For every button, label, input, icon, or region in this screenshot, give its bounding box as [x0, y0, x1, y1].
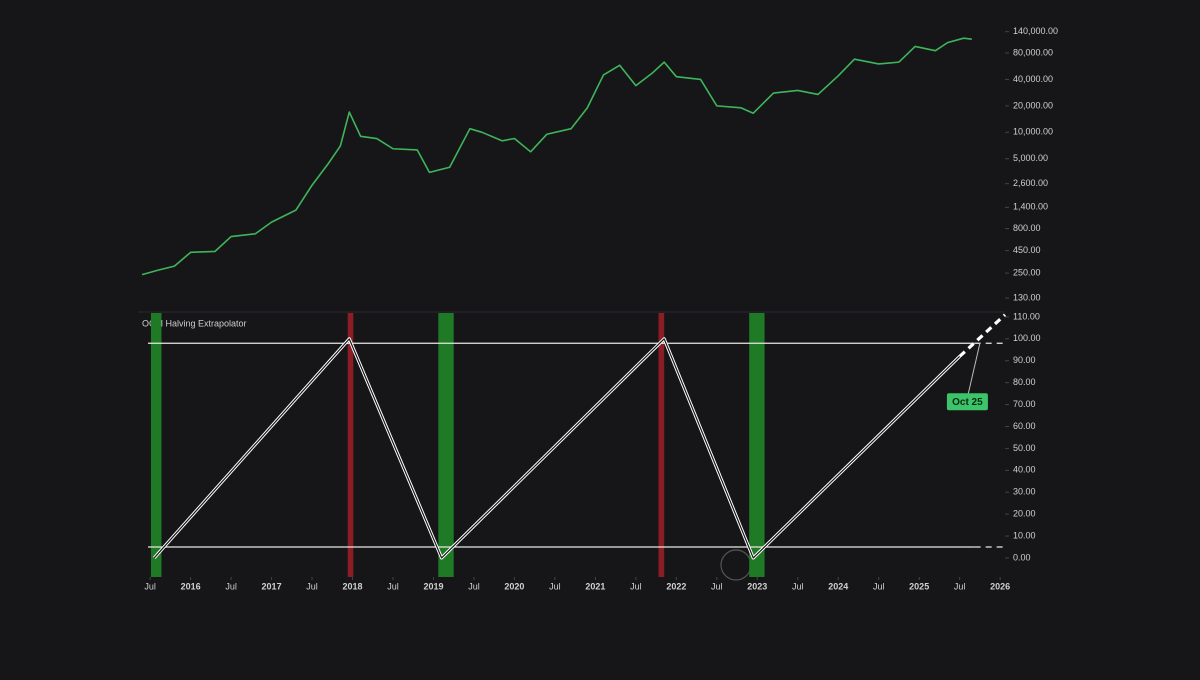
halving-band — [347, 313, 354, 577]
y-tick-label: 80,000.00 — [1013, 47, 1053, 57]
x-tick-label: 2019 — [423, 581, 443, 591]
x-tick-label: 2021 — [585, 581, 605, 591]
x-tick-label: 2016 — [181, 581, 201, 591]
x-tick-label: Jul — [873, 581, 885, 591]
y-tick-label: 250.00 — [1013, 267, 1041, 277]
annotation-arrow — [967, 343, 981, 396]
halving-band — [749, 313, 765, 577]
y-tick-label: 50.00 — [1013, 443, 1036, 453]
annotation-box — [946, 393, 988, 411]
x-tick-label: Jul — [306, 581, 318, 591]
y-tick-label: 20.00 — [1013, 508, 1036, 518]
y-tick-label: 10,000.00 — [1013, 127, 1053, 137]
x-tick-label: Jul — [954, 581, 966, 591]
y-tick-label: 2,600.00 — [1013, 178, 1048, 188]
oscillator-line-core — [153, 338, 961, 559]
x-tick-label: 2020 — [504, 581, 524, 591]
price-line — [141, 37, 972, 276]
y-tick-label: 10.00 — [1013, 530, 1036, 540]
y-tick-label: 60.00 — [1013, 421, 1036, 431]
y-tick-label: 800.00 — [1013, 223, 1041, 233]
oscillator-line — [958, 313, 1007, 358]
x-tick-label: 2024 — [828, 581, 848, 591]
x-tick-label: Jul — [549, 581, 561, 591]
x-tick-label: 2026 — [990, 581, 1010, 591]
panel-title: OCM Halving Extrapolator — [142, 318, 247, 328]
x-tick-label: Jul — [144, 581, 156, 591]
halving-band — [438, 313, 454, 577]
x-tick-label: Jul — [630, 581, 642, 591]
x-tick-label: 2023 — [747, 581, 767, 591]
y-tick-label: 20,000.00 — [1013, 100, 1053, 110]
halving-band — [150, 313, 162, 577]
y-tick-label: 450.00 — [1013, 245, 1041, 255]
y-tick-label: 0.00 — [1013, 552, 1031, 562]
halving-band — [658, 313, 665, 577]
oscillator-line — [152, 337, 961, 560]
y-tick-label: 90.00 — [1013, 355, 1036, 365]
x-tick-label: Jul — [387, 581, 399, 591]
y-tick-label: 5,000.00 — [1013, 153, 1048, 163]
x-tick-label: 2025 — [909, 581, 929, 591]
y-tick-label: 110.00 — [1013, 311, 1040, 321]
y-tick-label: 100.00 — [1013, 333, 1041, 343]
y-tick-label: 30.00 — [1013, 487, 1036, 497]
x-tick-label: 2018 — [343, 581, 363, 591]
y-tick-label: 1,400.00 — [1013, 202, 1048, 212]
y-tick-label: 70.00 — [1013, 399, 1036, 409]
x-tick-label: 2022 — [666, 581, 686, 591]
x-tick-label: 2017 — [262, 581, 282, 591]
y-tick-label: 130.00 — [1013, 292, 1041, 302]
x-tick-label: Jul — [468, 581, 480, 591]
y-tick-label: 80.00 — [1013, 377, 1036, 387]
y-tick-label: 40.00 — [1013, 465, 1036, 475]
x-tick-label: Jul — [225, 581, 237, 591]
x-tick-label: Jul — [711, 581, 723, 591]
x-tick-label: Jul — [792, 581, 804, 591]
y-tick-label: 140,000.00 — [1013, 26, 1058, 36]
y-tick-label: 40,000.00 — [1013, 74, 1053, 84]
highlight-circle — [720, 549, 752, 581]
annotation-label: Oct 25 — [952, 397, 983, 408]
